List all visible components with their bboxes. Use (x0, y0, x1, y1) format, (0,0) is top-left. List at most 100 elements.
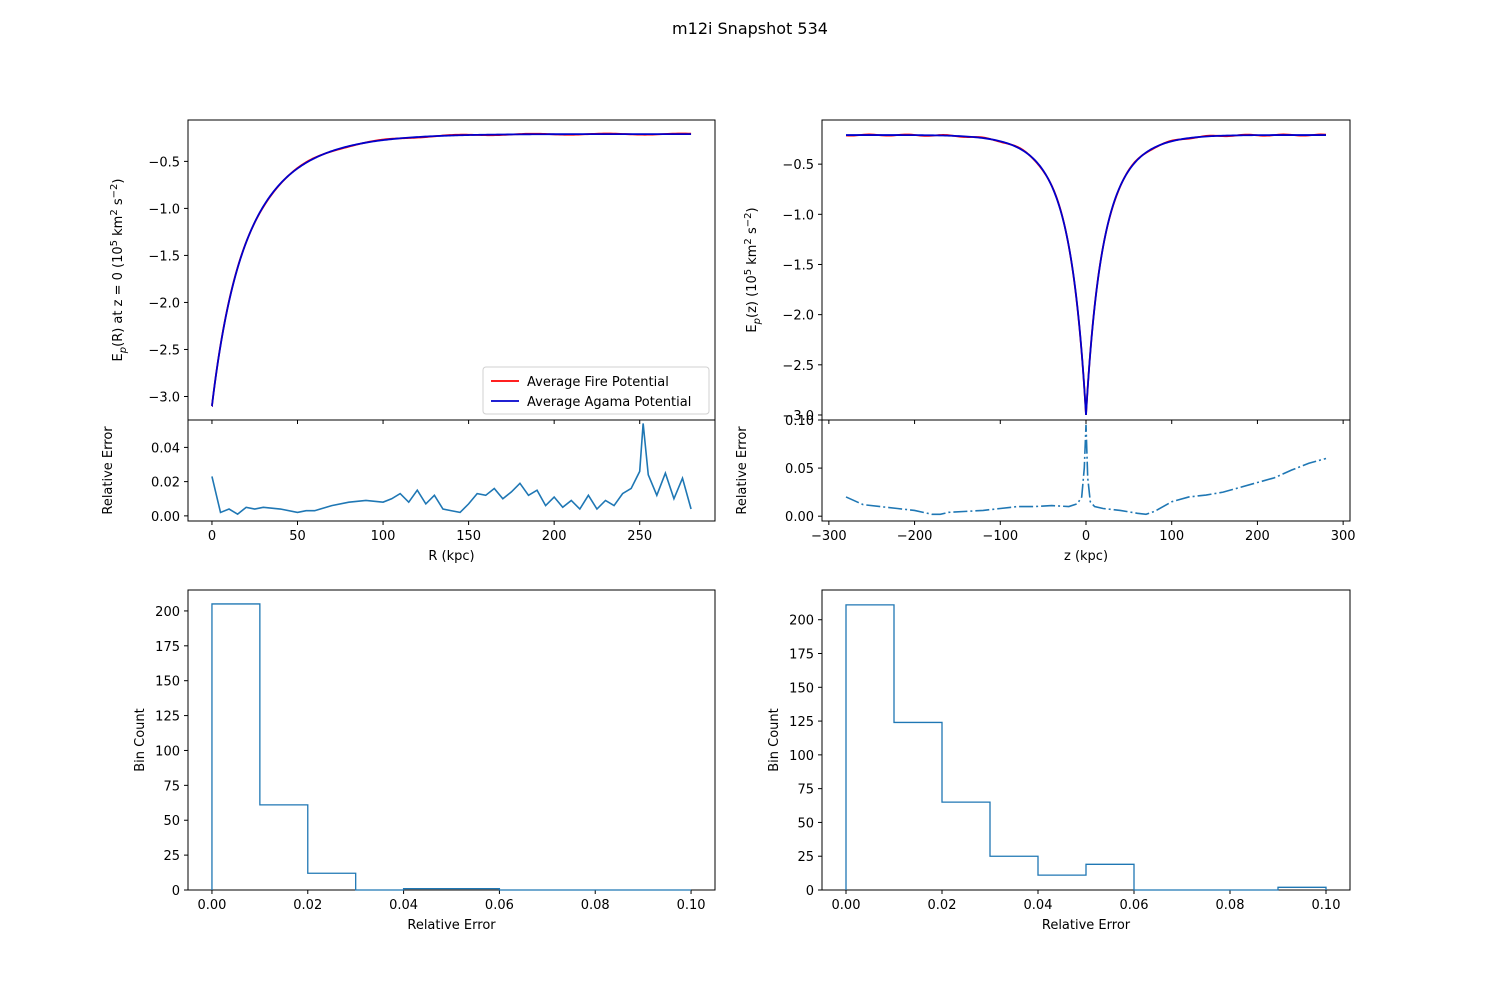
x-tick-label: 0.10 (1312, 898, 1341, 913)
x-tick-label: −100 (982, 529, 1018, 544)
y-label-pre: E (745, 324, 760, 332)
y-tick-label: 125 (155, 710, 180, 725)
series-line-fire (845, 133, 1327, 416)
x-tick-label: 0.06 (1120, 898, 1149, 913)
y-tick-label: 175 (789, 648, 814, 663)
histogram-bin (1278, 887, 1326, 890)
y-tick-label: 0.00 (151, 510, 180, 525)
plot-frame (187, 589, 716, 891)
y-label-tail: s (111, 198, 126, 209)
panel-histogram-z-error: 0.00 0.02 0.04 0.06 0.08 0.10 0 25 50 75 100 125 150… (767, 589, 1351, 933)
x-axis-label: z (kpc) (1064, 549, 1108, 564)
y-axis-label: Bin Count (133, 708, 148, 772)
y-tick-label: 25 (163, 849, 180, 864)
y-label-close: ) (745, 207, 760, 212)
y-tick-label: −2.5 (148, 343, 180, 358)
x-tick-label: 0.10 (677, 898, 706, 913)
histogram-bin (404, 889, 452, 890)
series-line-agama (211, 133, 692, 407)
plot-frame (821, 589, 1351, 891)
x-axis-label: R (kpc) (428, 549, 474, 564)
y-tick-label: 50 (163, 814, 180, 829)
x-axis-label: Relative Error (407, 918, 496, 933)
histogram-bin (894, 722, 942, 890)
y-tick-label: −3.0 (148, 390, 180, 405)
y-axis-label: Ep(z) (105 km2 s−2) (743, 207, 763, 332)
y-axis-label: Relative Error (735, 426, 750, 515)
y-tick-label: 100 (789, 749, 814, 764)
histogram-bin (1086, 864, 1134, 890)
y-label-mid: (R) at z = 0 (10 (111, 246, 126, 347)
plot-frame (187, 419, 716, 522)
histogram-bin (452, 889, 500, 890)
relative-error-line (845, 424, 1327, 516)
series-line-agama (846, 134, 1326, 416)
y-tick-label: 150 (789, 681, 814, 696)
y-axis-label: Ep(R) at z = 0 (105 km2 s−2) (109, 179, 129, 362)
plot-frame (821, 419, 1351, 522)
panel-potential-vs-R: −3.0 −2.5 −2.0 −1.5 −1.0 −0.5 Ep(R) at z = 0 (… (109, 119, 716, 424)
y-tick-label: 100 (155, 744, 180, 759)
x-tick-label: 0.02 (928, 898, 957, 913)
y-tick-label: 0.04 (151, 441, 180, 456)
y-tick-label: 0.10 (785, 414, 814, 429)
legend-label: Average Agama Potential (527, 395, 691, 410)
x-axis-label: Relative Error (1042, 918, 1131, 933)
y-label-sup1: 5 (109, 240, 120, 246)
y-label-unit: km (745, 245, 760, 269)
y-tick-label: −1.0 (148, 202, 180, 217)
y-tick-label: −1.5 (782, 258, 814, 273)
histogram-bin (212, 604, 260, 890)
y-tick-label: 200 (155, 605, 180, 620)
y-tick-label: −2.0 (148, 296, 180, 311)
y-label-sup2: 2 (743, 238, 754, 244)
x-tick-label: −200 (897, 529, 933, 544)
x-tick-label: 0 (208, 529, 216, 544)
y-label-sup2: 2 (109, 209, 120, 215)
y-tick-label: 0 (172, 884, 180, 899)
y-label-sub: p (118, 347, 129, 354)
x-tick-label: 0.06 (485, 898, 514, 913)
y-label-sub: p (752, 318, 763, 325)
legend-label: Average Fire Potential (527, 375, 669, 390)
histogram-bin (846, 605, 894, 890)
y-label-sup3: −2 (109, 184, 120, 199)
x-tick-label: 100 (371, 529, 396, 544)
panel-relative-error-vs-R: 0 50 100 150 200 250 0.00 0.02 0.04 R (kpc) Relati… (101, 419, 716, 564)
x-tick-label: 300 (1331, 529, 1356, 544)
panel-histogram-R-error: 0.00 0.02 0.04 0.06 0.08 0.10 0 25 50 75 100 125 150… (133, 589, 716, 933)
histogram-bin (942, 802, 990, 890)
y-tick-label: 200 (789, 614, 814, 629)
figure-title: m12i Snapshot 534 (672, 19, 828, 38)
y-tick-label: −3.0 (782, 409, 814, 424)
y-axis-label: Relative Error (101, 426, 116, 515)
x-tick-label: 200 (542, 529, 567, 544)
y-tick-label: 0.00 (785, 510, 814, 525)
histogram-bin (1038, 875, 1086, 890)
x-tick-label: 0.08 (581, 898, 610, 913)
x-tick-label: 200 (1245, 529, 1270, 544)
x-tick-label: 0.08 (1216, 898, 1245, 913)
y-tick-label: 125 (789, 715, 814, 730)
y-tick-label: 25 (797, 850, 814, 865)
plot-frame (821, 119, 1351, 421)
y-label-sup1: 5 (743, 269, 754, 275)
x-tick-label: 0.00 (197, 898, 226, 913)
y-tick-label: 150 (155, 675, 180, 690)
y-tick-label: −1.5 (148, 249, 180, 264)
y-tick-label: −2.0 (782, 309, 814, 324)
y-tick-label: 0.05 (785, 462, 814, 477)
y-tick-label: 0 (806, 884, 814, 899)
y-label-sup3: −2 (743, 213, 754, 228)
y-label-unit: km (111, 216, 126, 240)
y-tick-label: 75 (797, 783, 814, 798)
histogram-outline (845, 604, 1327, 891)
y-label-tail: s (745, 227, 760, 238)
y-label-close: ) (111, 179, 126, 184)
y-tick-label: 75 (163, 779, 180, 794)
histogram-bin (308, 873, 356, 890)
y-tick-label: 175 (155, 640, 180, 655)
series-line-fire (211, 132, 692, 407)
histogram-bin (990, 856, 1038, 890)
